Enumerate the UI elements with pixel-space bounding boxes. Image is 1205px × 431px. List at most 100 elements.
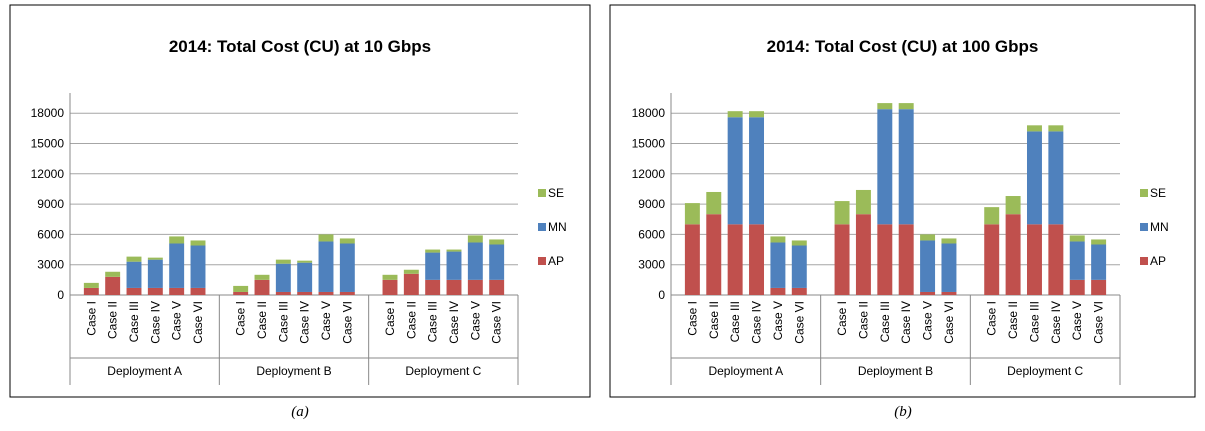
x-tick-label: Case VI bbox=[1092, 301, 1106, 344]
bar-segment bbox=[126, 256, 142, 262]
bar-segment bbox=[382, 279, 398, 295]
y-tick-label: 3000 bbox=[638, 258, 665, 272]
bar-segment bbox=[169, 287, 185, 295]
group-label: Deployment B bbox=[858, 364, 933, 378]
bar-segment bbox=[489, 239, 505, 245]
bar-segment bbox=[147, 257, 163, 260]
legend-swatch bbox=[1140, 189, 1148, 197]
bar-segment bbox=[169, 236, 185, 244]
x-tick-label: Case V bbox=[319, 301, 333, 340]
x-tick-label: Case I bbox=[84, 301, 98, 336]
caption: (b) bbox=[894, 404, 912, 420]
bar-segment bbox=[920, 234, 936, 241]
x-tick-label: Case IV bbox=[298, 301, 312, 344]
x-tick-label: Case IV bbox=[447, 301, 461, 344]
x-tick-label: Case IV bbox=[899, 301, 913, 344]
bar-segment bbox=[275, 263, 291, 292]
bar-segment bbox=[126, 261, 142, 288]
bar-segment bbox=[489, 244, 505, 280]
bar-segment bbox=[83, 282, 99, 288]
bar-segment bbox=[275, 259, 291, 264]
bar-segment bbox=[941, 238, 957, 244]
legend-label: AP bbox=[1150, 254, 1166, 268]
bar-segment bbox=[1069, 241, 1085, 280]
bar-segment bbox=[1005, 196, 1021, 215]
bar-segment bbox=[727, 224, 743, 295]
bar-segment bbox=[920, 291, 936, 295]
bar-segment bbox=[83, 287, 99, 295]
x-tick-label: Case II bbox=[255, 301, 269, 339]
y-tick-label: 9000 bbox=[37, 197, 64, 211]
x-tick-label: Case II bbox=[404, 301, 418, 339]
bar-segment bbox=[898, 109, 914, 225]
x-tick-label: Case VI bbox=[792, 301, 806, 344]
legend-swatch bbox=[538, 189, 546, 197]
y-tick-label: 6000 bbox=[37, 227, 64, 241]
x-tick-label: Case V bbox=[468, 301, 482, 340]
x-tick-label: Case IV bbox=[750, 301, 764, 344]
legend-label: SE bbox=[1150, 186, 1166, 200]
bar-segment bbox=[233, 291, 249, 295]
x-tick-label: Case VI bbox=[191, 301, 205, 344]
x-tick-label: Case I bbox=[985, 301, 999, 336]
bar-segment bbox=[941, 243, 957, 292]
caption: (a) bbox=[291, 404, 309, 420]
bar-segment bbox=[1091, 279, 1107, 295]
bar-segment bbox=[1091, 239, 1107, 245]
x-tick-label: Case VI bbox=[490, 301, 504, 344]
legend-label: MN bbox=[1150, 220, 1169, 234]
bar-segment bbox=[791, 245, 807, 288]
bar-segment bbox=[1091, 244, 1107, 280]
bar-segment bbox=[877, 109, 893, 225]
y-tick-label: 15000 bbox=[632, 137, 666, 151]
bar-segment bbox=[147, 287, 163, 295]
bar-segment bbox=[425, 249, 441, 253]
bar-segment bbox=[898, 103, 914, 110]
legend-swatch bbox=[538, 223, 546, 231]
bar-segment bbox=[190, 240, 206, 246]
y-tick-label: 15000 bbox=[31, 137, 65, 151]
y-tick-label: 18000 bbox=[31, 106, 65, 120]
x-tick-label: Case I bbox=[835, 301, 849, 336]
legend-swatch bbox=[1140, 257, 1148, 265]
bar-segment bbox=[254, 274, 270, 280]
bar-segment bbox=[147, 259, 163, 288]
chart-frame bbox=[9, 4, 591, 398]
bar-segment bbox=[446, 251, 462, 280]
x-tick-label: Case VI bbox=[340, 301, 354, 344]
bar-segment bbox=[1048, 224, 1064, 295]
bar-segment bbox=[770, 242, 786, 288]
group-label: Deployment A bbox=[708, 364, 783, 378]
bar-segment bbox=[749, 117, 765, 225]
bar-segment bbox=[791, 287, 807, 295]
bar-segment bbox=[297, 291, 313, 295]
bar-segment bbox=[684, 224, 700, 295]
bar-segment bbox=[105, 271, 121, 277]
bar-segment bbox=[984, 224, 1000, 295]
bar-segment bbox=[403, 269, 419, 274]
y-tick-label: 3000 bbox=[37, 258, 64, 272]
x-tick-label: Case II bbox=[106, 301, 120, 339]
bar-segment bbox=[706, 191, 722, 215]
bar-segment bbox=[1048, 131, 1064, 225]
bar-segment bbox=[297, 260, 313, 263]
bar-segment bbox=[425, 279, 441, 295]
bar-segment bbox=[339, 238, 355, 244]
x-tick-label: Case III bbox=[728, 301, 742, 342]
bar-segment bbox=[984, 207, 1000, 225]
bar-segment bbox=[297, 262, 313, 292]
bar-segment bbox=[684, 203, 700, 225]
bar-segment bbox=[749, 111, 765, 118]
bar-segment bbox=[877, 103, 893, 110]
bar-segment bbox=[1048, 125, 1064, 132]
x-tick-label: Case V bbox=[921, 301, 935, 340]
x-tick-label: Case IV bbox=[148, 301, 162, 344]
bar-segment bbox=[339, 291, 355, 295]
x-tick-label: Case II bbox=[707, 301, 721, 339]
bar-segment bbox=[425, 252, 441, 280]
bar-segment bbox=[382, 274, 398, 280]
bar-segment bbox=[1069, 235, 1085, 242]
bar-segment bbox=[254, 279, 270, 295]
bar-segment bbox=[1026, 224, 1042, 295]
